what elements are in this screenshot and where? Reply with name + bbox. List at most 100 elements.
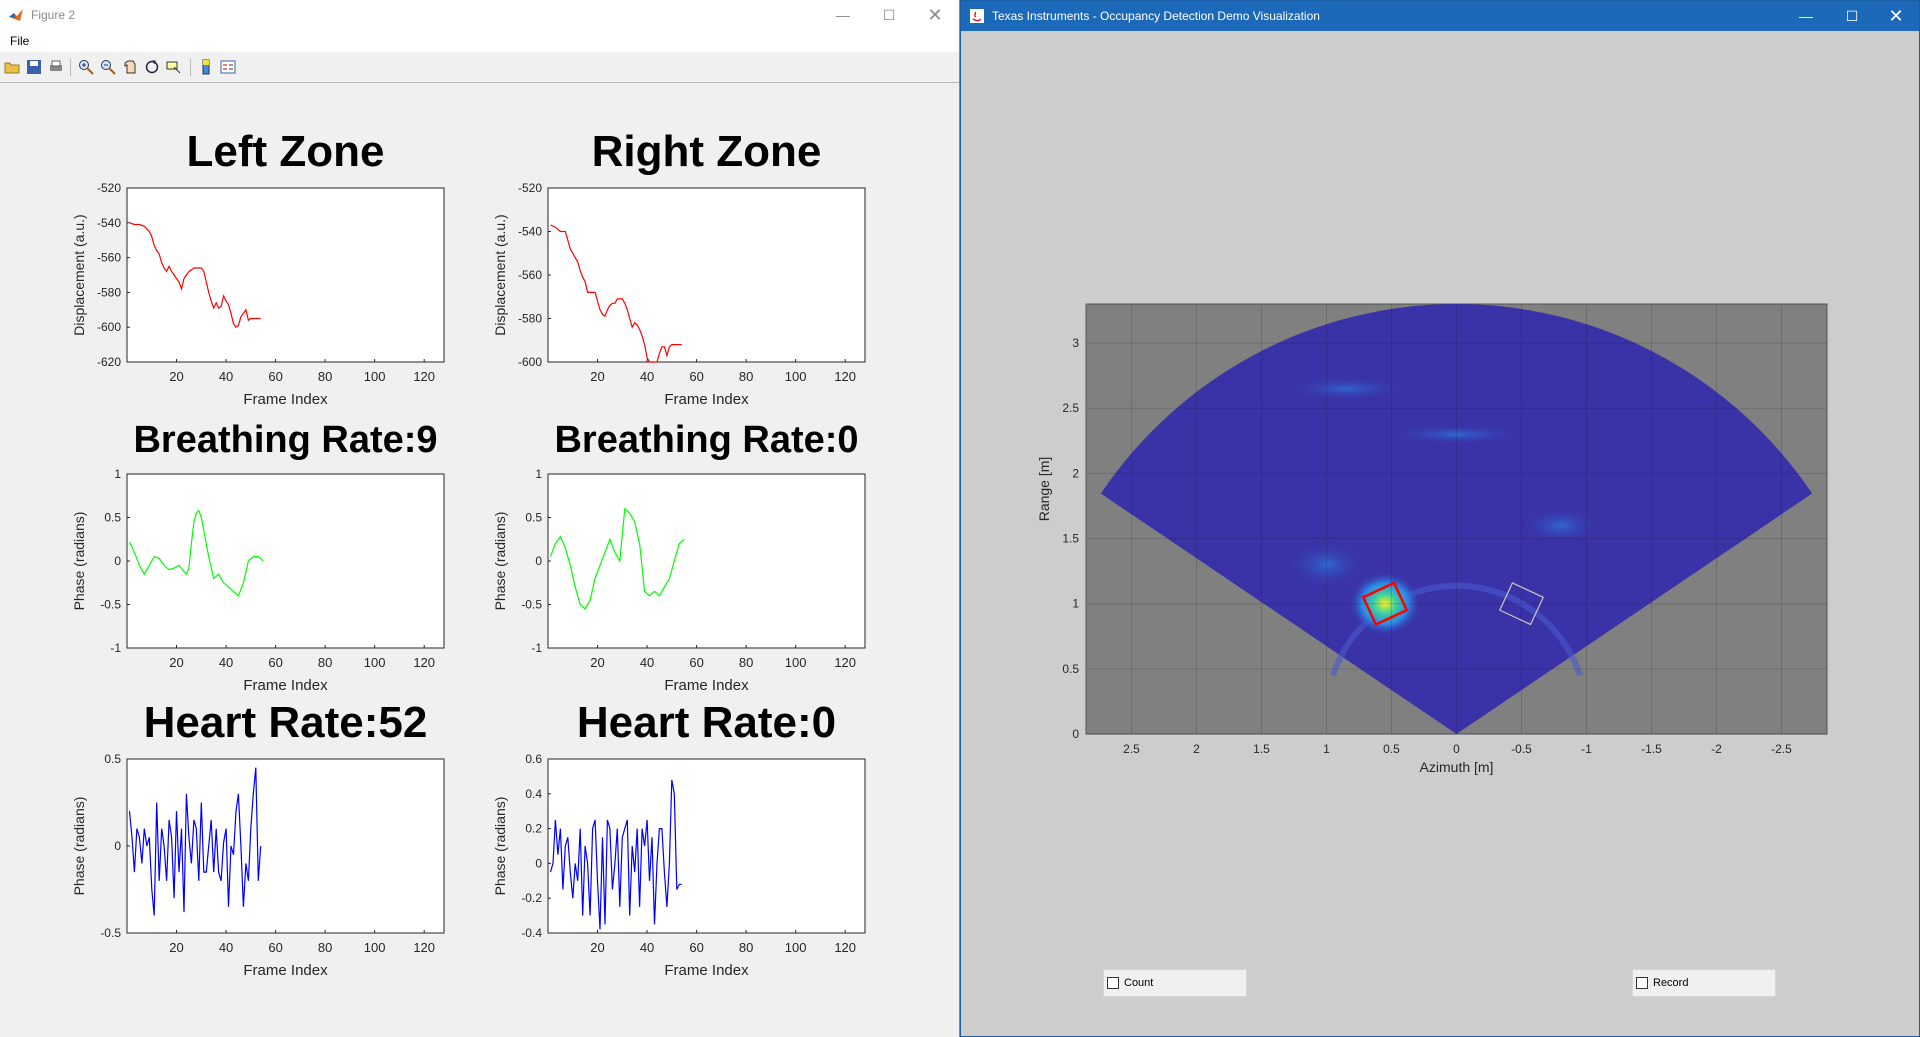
y-tick-label: -560	[97, 251, 121, 265]
x-tick-label: 40	[640, 940, 654, 955]
axes-box[interactable]	[126, 473, 445, 649]
series-line	[550, 224, 682, 363]
y-tick-label: -520	[97, 181, 121, 195]
y-tick-label: -1	[110, 641, 121, 655]
close-button[interactable]: ✕	[1888, 6, 1904, 26]
reflection-blob	[1520, 507, 1601, 544]
record-checkbox-panel[interactable]: Record	[1632, 969, 1776, 997]
figure-titlebar: Figure 2 — ☐ ✕	[0, 0, 959, 30]
y-tick-label: 0.5	[104, 511, 121, 525]
y-tick-label: -520	[518, 181, 542, 195]
y-axis-label: Phase (radians)	[492, 797, 508, 896]
y-tick-label: 0.4	[525, 787, 542, 801]
figure-toolbar	[0, 52, 959, 83]
y-tick-label: 0.5	[104, 752, 121, 766]
y-tick-label: 1	[114, 467, 121, 481]
y-axis-label: Phase (radians)	[71, 797, 87, 896]
minimize-button[interactable]: —	[1799, 8, 1813, 24]
axes-box[interactable]	[547, 473, 866, 649]
y-tick-label: -540	[518, 225, 542, 239]
menu-file[interactable]: File	[10, 34, 30, 48]
close-button[interactable]: ✕	[927, 5, 943, 25]
x-tick-label: 100	[785, 369, 807, 384]
maximize-button[interactable]: ☐	[882, 7, 896, 23]
heatmap-axes: 2.5 2 1.5 1 0.5 0 -0.5 -1 -1.5 -2 -2.5 0 0.5 1 1.5 2 2.5…	[1036, 303, 1828, 775]
zone-right-box[interactable]	[1498, 582, 1545, 626]
x-tick-label: -2	[1711, 742, 1722, 756]
y-tick-label: 1	[1072, 597, 1079, 611]
y-tick-label: -620	[97, 355, 121, 369]
subplot-3: Breathing Rate:9 20 40 60 80 100 120 1 0.5 0 -0.5 -…	[71, 419, 445, 694]
y-axis-label: Displacement (a.u.)	[492, 214, 508, 335]
maximize-button[interactable]: ☐	[1845, 8, 1859, 24]
y-tick-label: 0	[535, 856, 542, 870]
minimize-button[interactable]: —	[836, 7, 850, 23]
x-axis-label: Frame Index	[664, 962, 749, 979]
print-icon[interactable]	[48, 59, 64, 75]
series-line	[129, 222, 261, 329]
echo-ring	[1330, 582, 1583, 677]
legend-icon[interactable]	[220, 59, 236, 75]
x-tick-label: 100	[364, 369, 386, 384]
reflection-blob	[1286, 376, 1406, 401]
x-tick-label: 80	[318, 369, 332, 384]
ti-titlebar: Texas Instruments - Occupancy Detection …	[961, 1, 1919, 31]
axes-box[interactable]	[126, 187, 445, 363]
axes-box[interactable]	[126, 758, 445, 934]
x-tick-label: -0.5	[1511, 742, 1532, 756]
data-cursor-icon[interactable]	[166, 59, 182, 75]
colorbar-icon[interactable]	[198, 59, 214, 75]
subplot-title: Heart Rate:52	[144, 698, 428, 747]
zoom-in-icon[interactable]	[78, 59, 94, 75]
x-tick-label: 120	[413, 940, 435, 955]
series-line	[128, 509, 264, 597]
matlab-logo-icon	[9, 9, 23, 21]
record-checkbox[interactable]	[1636, 977, 1648, 989]
x-tick-label: 2	[1193, 742, 1200, 756]
x-axis-label: Frame Index	[664, 677, 749, 694]
rotate-icon[interactable]	[144, 59, 160, 75]
axes-box[interactable]	[547, 187, 866, 363]
x-tick-label: 0.5	[1383, 742, 1400, 756]
count-label: Count	[1124, 977, 1154, 989]
x-tick-label: 20	[590, 369, 604, 384]
x-tick-label: -1.5	[1641, 742, 1662, 756]
subplot-title: Left Zone	[187, 127, 385, 176]
open-icon[interactable]	[4, 59, 20, 75]
count-checkbox[interactable]	[1107, 977, 1119, 989]
y-axis-label: Phase (radians)	[71, 512, 87, 611]
occupant-hotspot	[1349, 571, 1421, 636]
x-axis-label: Frame Index	[664, 391, 749, 408]
y-tick-label: -600	[97, 320, 121, 334]
pan-icon[interactable]	[122, 59, 138, 75]
x-tick-label: 2.5	[1123, 742, 1140, 756]
figure-window: Figure 2 — ☐ ✕ File Left Zone 20 40 60 80 100…	[0, 0, 960, 1037]
x-tick-label: 20	[169, 369, 183, 384]
x-axis-label: Frame Index	[243, 391, 328, 408]
x-tick-label: 20	[590, 655, 604, 670]
ti-title: Texas Instruments - Occupancy Detection …	[992, 9, 1320, 23]
series-line	[128, 767, 262, 916]
reflection-blob	[1386, 424, 1527, 445]
count-checkbox-panel[interactable]: Count	[1103, 969, 1247, 997]
y-axis-label: Range [m]	[1036, 457, 1052, 522]
x-tick-label: 60	[689, 655, 703, 670]
save-icon[interactable]	[26, 59, 42, 75]
zoom-out-icon[interactable]	[100, 59, 116, 75]
subplot-2: Right Zone 20 40 60 80 100 120 -520 -540 -560 -580…	[492, 127, 866, 408]
x-tick-label: 40	[219, 369, 233, 384]
zone-left-box[interactable]	[1361, 581, 1409, 627]
x-tick-label: 40	[640, 655, 654, 670]
x-tick-label: 80	[739, 369, 753, 384]
subplot-5: Heart Rate:52 20 40 60 80 100 120 0.5 0 -0.5 Frame…	[71, 698, 445, 979]
subplot-title: Heart Rate:0	[577, 698, 836, 747]
x-tick-label: 120	[834, 940, 856, 955]
x-tick-label: 20	[169, 655, 183, 670]
y-tick-label: 0	[114, 554, 121, 568]
y-tick-label: 2.5	[1062, 401, 1079, 415]
subplot-4: Breathing Rate:0 20 40 60 80 100 120 1 0.5 0 -0.5 -…	[492, 419, 866, 694]
x-tick-label: 1.5	[1253, 742, 1270, 756]
y-tick-label: 1	[535, 467, 542, 481]
subplot-title: Right Zone	[592, 127, 822, 176]
subplot-6: Heart Rate:0 20 40 60 80 100 120 0.6 0.4 0.2 0 -0.2…	[492, 698, 866, 979]
